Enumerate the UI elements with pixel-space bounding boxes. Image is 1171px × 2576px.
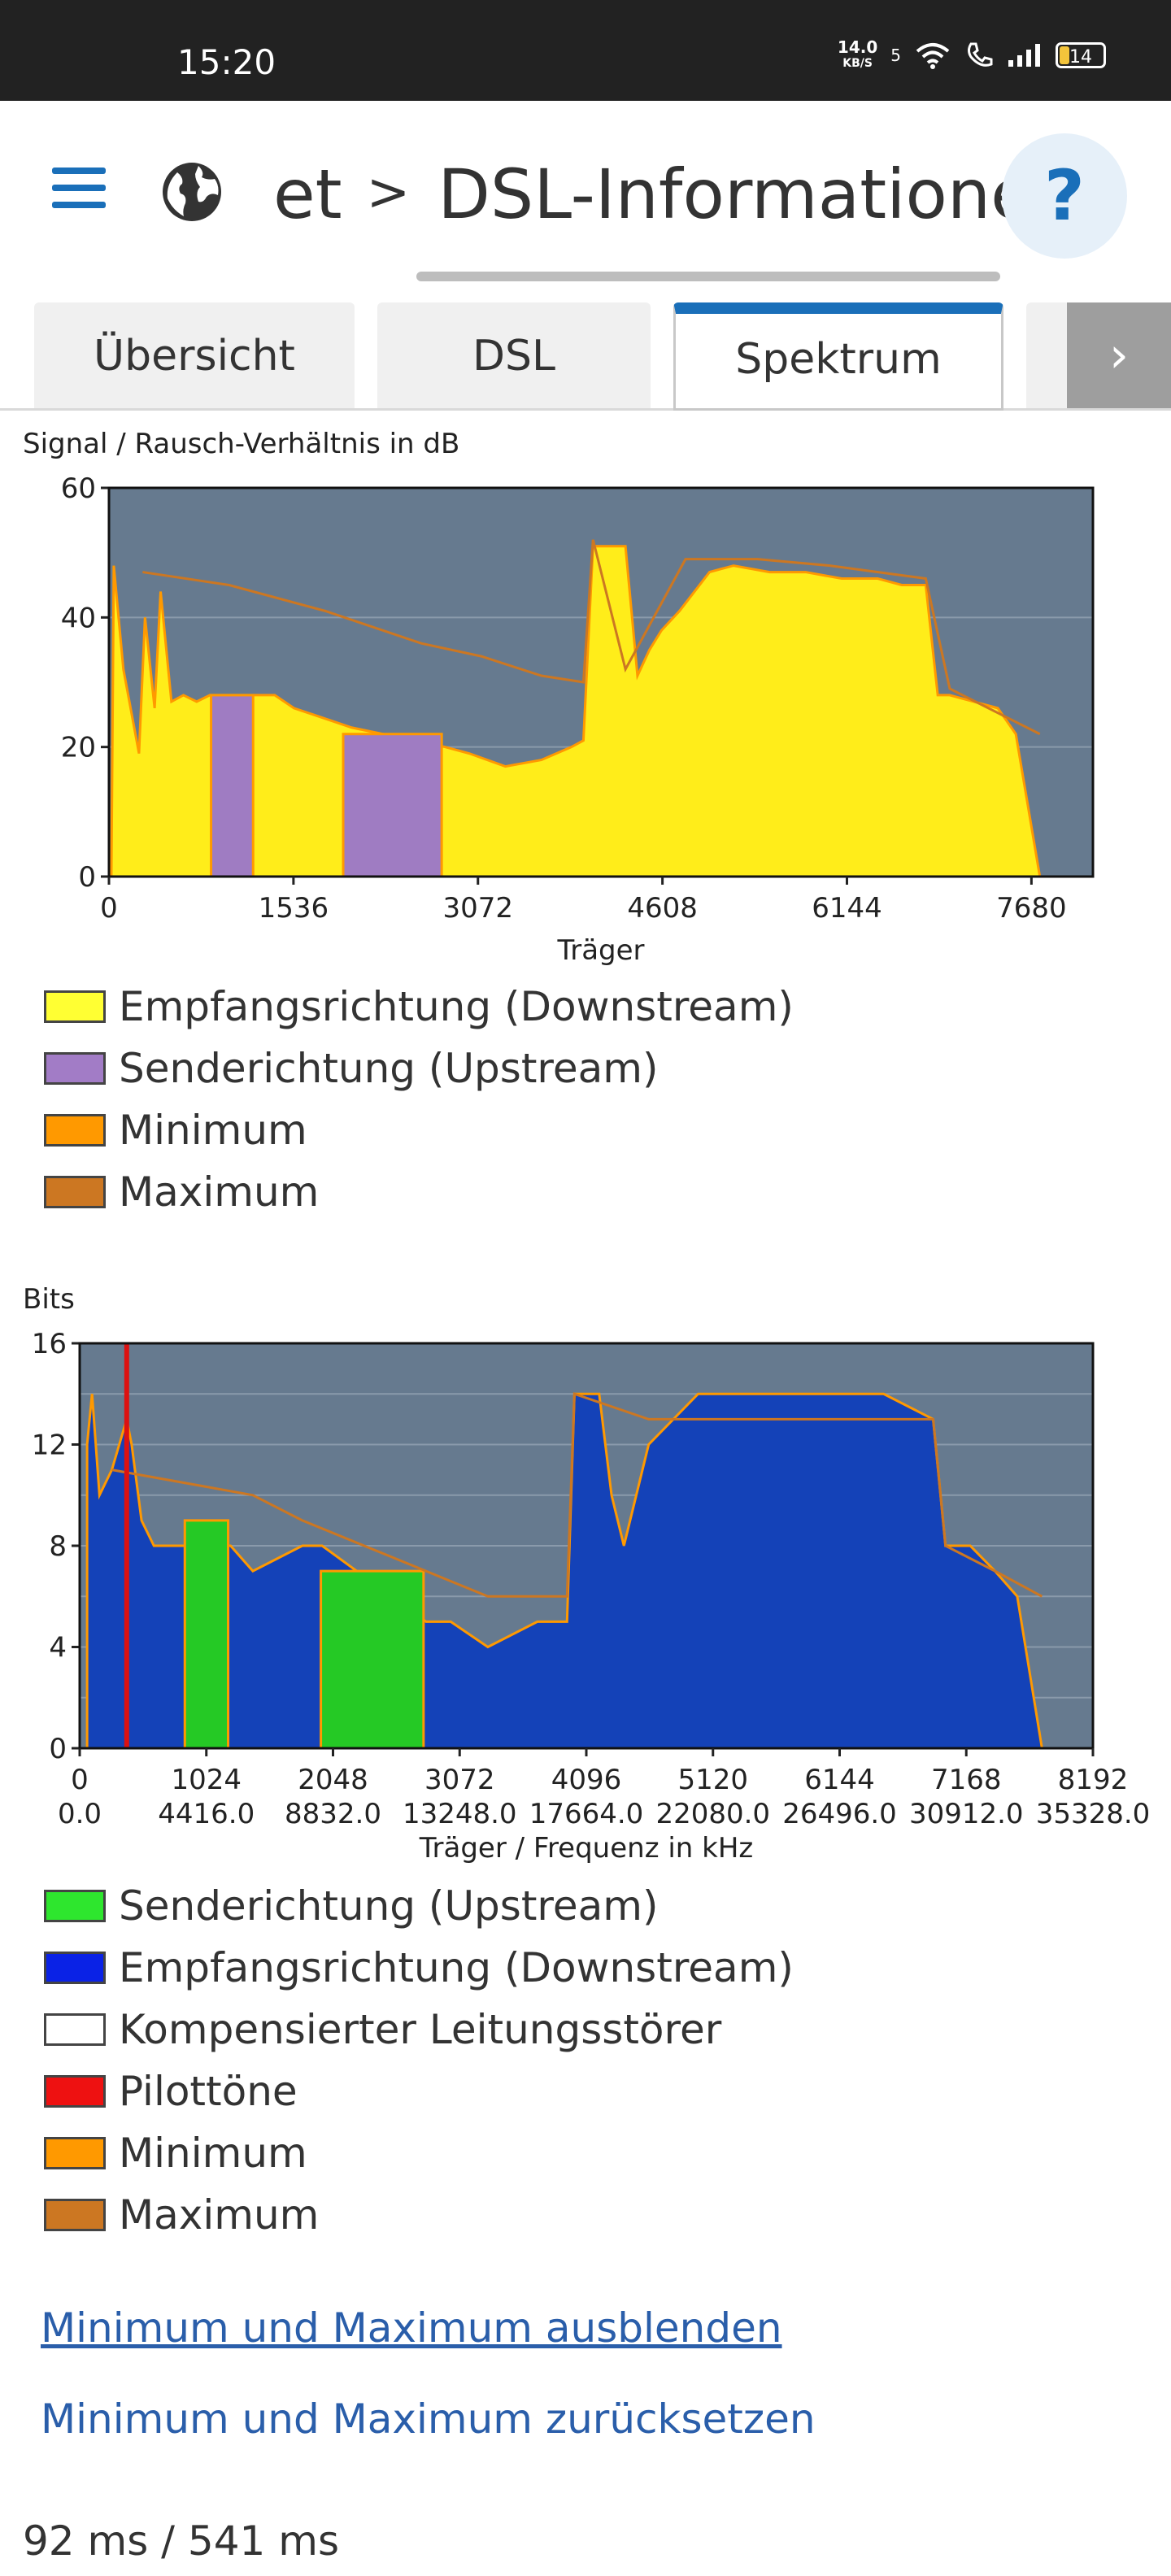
breadcrumb-separator: > [366,163,411,223]
x-axis-label: Träger / Frequenz in kHz [419,1832,754,1865]
x-tick-label: 3072 [424,1764,495,1796]
legend-item: Senderichtung (Upstream) [44,1875,794,1937]
legend-swatch [44,2013,106,2046]
y-tick-label: 40 [61,602,96,634]
y-tick-label: 12 [32,1429,67,1462]
y-tick-label: 20 [61,732,96,764]
network-type: 5 [890,46,901,65]
legend-swatch [44,1890,106,1922]
y-tick-label: 16 [32,1328,67,1360]
x-tick-label: 6144 [804,1764,875,1796]
x-tick-label: 1024 [171,1764,242,1796]
net-speed: 14.0 KB/S [837,37,878,70]
x-tick-label-khz: 35328.0 [1036,1798,1151,1830]
help-button[interactable]: ? [1002,133,1127,259]
legend-swatch [44,2137,106,2169]
upstream-area [342,733,443,878]
maximum-line [142,539,1041,736]
legend-swatch [44,1052,106,1085]
legend-item: Empfangsrichtung (Downstream) [44,976,794,1038]
x-tick-label: 2048 [298,1764,368,1796]
x-tick-label-khz: 17664.0 [529,1798,644,1830]
legend-item: Maximum [44,1161,794,1223]
clock: 15:20 [177,42,276,82]
legend-item: Minimum [44,1099,794,1161]
upstream-area [320,1569,425,1750]
page-title: et > DSL-Informationen [273,154,1076,234]
legend-item: Empfangsrichtung (Downstream) [44,1937,794,1999]
x-tick-label-khz: 26496.0 [782,1798,897,1830]
breadcrumb-current: DSL-Informationen [437,154,1077,234]
bits-chart: 161284000.010244416.020488832.0307213248… [32,1328,1151,1865]
x-tick-label: 5120 [677,1764,748,1796]
y-tick-label: 8 [49,1530,67,1563]
legend-item: Maximum [44,2184,794,2246]
tab-uebersicht[interactable]: Übersicht [34,302,355,408]
scroll-indicator [416,272,1000,281]
y-tick-label: 0 [49,1733,67,1765]
breadcrumb-root[interactable]: et [273,154,342,234]
bits-legend: Senderichtung (Upstream) Empfangsrichtun… [44,1875,794,2246]
reset-minmax-link[interactable]: Minimum und Maximum zurücksetzen [41,2395,816,2443]
snr-legend: Empfangsrichtung (Downstream) Sendericht… [44,976,794,1223]
wifi-icon [916,43,950,69]
y-tick-label: 4 [49,1632,67,1664]
bits-chart-title: Bits [23,1283,75,1316]
x-tick-label: 7168 [931,1764,1002,1796]
x-tick-label: 1536 [259,892,329,925]
call-icon [968,42,993,67]
tab-bar: Übersicht DSL Spektrum Sta › [0,302,1171,411]
tab-spektrum[interactable]: Spektrum [673,302,1003,411]
x-tick-label: 7680 [996,892,1067,925]
y-tick-label: 0 [78,861,96,894]
legend-swatch [44,2199,106,2231]
legend-item: Minimum [44,2122,794,2184]
x-tick-label: 8192 [1058,1764,1129,1796]
signal-icon [1008,44,1040,67]
menu-icon[interactable] [52,168,106,213]
x-tick-label-khz: 22080.0 [655,1798,770,1830]
snr-chart: 60 40 20 00 1536 3072 4608 6144 7680 Träger [61,472,1095,967]
battery-icon: 14 [1056,42,1106,68]
legend-swatch [44,990,106,1023]
upstream-area [183,1519,230,1750]
x-tick-label: 0 [71,1764,89,1796]
maximum-line [111,1392,1043,1598]
legend-item: Kompensierter Leitungsstörer [44,1999,794,2060]
legend-swatch [44,1114,106,1147]
chevron-right-icon[interactable]: › [1067,302,1171,408]
x-axis-label: Träger [556,934,644,967]
x-tick-label: 0 [100,892,118,925]
x-tick-label-khz: 30912.0 [909,1798,1024,1830]
legend-item: Senderichtung (Upstream) [44,1038,794,1099]
x-tick-label-khz: 4416.0 [158,1798,255,1830]
app-bar: et > DSL-Informationen ? [0,101,1171,293]
status-bar: 15:20 14.0 KB/S 5 14 [0,0,1171,101]
y-tick-label: 60 [61,472,96,505]
x-tick-label: 3072 [442,892,513,925]
legend-swatch [44,1176,106,1208]
x-tick-label-khz: 0.0 [58,1798,102,1830]
status-icons: 14.0 KB/S 5 14 [838,39,1106,72]
x-tick-label: 6144 [812,892,882,925]
minimum-line [110,545,1042,878]
x-tick-label: 4096 [551,1764,622,1796]
legend-item: Pilottöne [44,2060,794,2122]
upstream-area [210,694,255,878]
snr-chart-title: Signal / Rausch-Verhältnis in dB [23,428,460,460]
timing-info: 92 ms / 541 ms [23,2517,339,2565]
globe-icon [163,163,221,221]
legend-swatch [44,1952,106,1984]
hide-minmax-link[interactable]: Minimum und Maximum ausblenden [41,2304,782,2352]
x-tick-label: 4608 [627,892,698,925]
tab-dsl[interactable]: DSL [377,302,651,408]
x-tick-label-khz: 8832.0 [285,1798,381,1830]
x-tick-label-khz: 13248.0 [403,1798,517,1830]
plot-frame [107,486,1095,878]
legend-swatch [44,2075,106,2108]
